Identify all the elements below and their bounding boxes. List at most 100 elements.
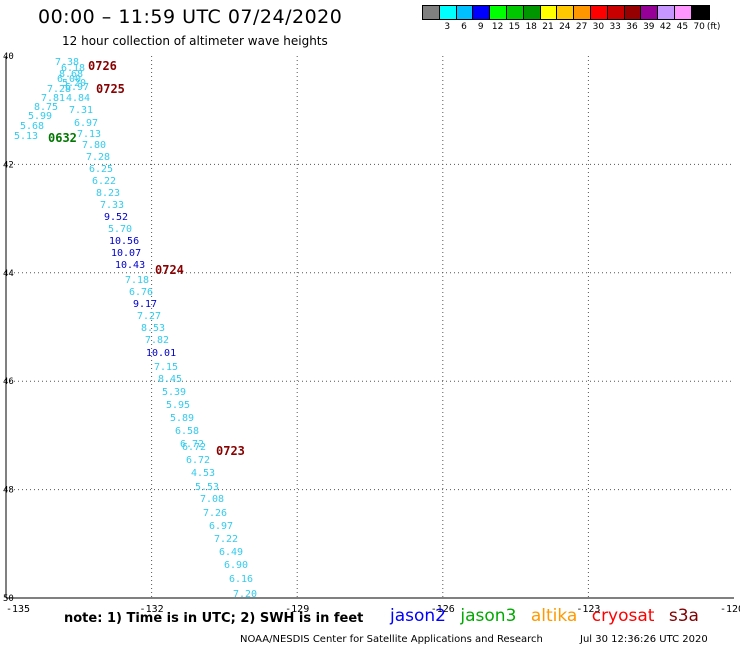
legend-swatch xyxy=(574,6,591,19)
wave-height-reading: 7.81 xyxy=(41,93,65,104)
wave-height-reading: 8.68 xyxy=(59,69,83,80)
wave-height-reading: 7.20 xyxy=(233,589,257,600)
legend-labels: 3 6 9 12 15 18 21 24 27 30 33 36 39 42 45 70 (ft) xyxy=(422,20,720,32)
legend-label: 36 xyxy=(626,22,638,32)
legend-label: 3 xyxy=(444,22,451,32)
wave-height-reading: 9.17 xyxy=(133,299,157,310)
satellite-jason2: jason2 xyxy=(390,606,446,626)
wave-height-reading: 6.00 xyxy=(57,74,81,85)
satellite-jason3: jason3 xyxy=(460,606,517,626)
wave-height-reading: 6.16 xyxy=(229,574,253,585)
wave-height-reading: 6.58 xyxy=(175,426,199,437)
wave-height-reading: 7.38 xyxy=(55,57,79,68)
legend-swatch xyxy=(590,6,608,19)
longitude-tick-label: -132 xyxy=(140,604,164,615)
generated-timestamp: Jul 30 12:36:26 UTC 2020 xyxy=(580,634,708,645)
wave-height-reading: 6.90 xyxy=(224,560,248,571)
legend-label: 39 xyxy=(643,22,655,32)
wave-height-reading: 7.27 xyxy=(137,311,161,322)
legend-swatch xyxy=(473,6,491,19)
legend-swatch xyxy=(624,6,642,19)
wave-height-reading: 7.22 xyxy=(214,534,238,545)
wave-height-reading: 4.84 xyxy=(66,93,90,104)
wave-height-reading: 8.23 xyxy=(96,188,120,199)
latitude-tick-label: 46 xyxy=(3,377,14,387)
legend-label: 9 xyxy=(477,22,484,32)
legend-label: 70 xyxy=(693,22,705,32)
wave-height-reading: 5.68 xyxy=(20,121,44,132)
wave-height-legend: 3 6 9 12 15 18 21 24 27 30 33 36 39 42 45 70 (ft) xyxy=(422,5,720,32)
longitude-tick-label: -129 xyxy=(285,604,309,615)
wave-height-reading: 7.18 xyxy=(125,275,149,286)
legend-swatch xyxy=(490,6,507,19)
wave-height-reading: 5.89 xyxy=(170,413,194,424)
legend-label: 15 xyxy=(508,22,521,32)
wave-height-reading: 7.08 xyxy=(200,494,224,505)
wave-height-reading: 5.53 xyxy=(195,482,219,493)
altimeter-track: 7.386.188.686.005.206.977.284.847.818.75… xyxy=(14,57,257,600)
wave-height-reading: 5.99 xyxy=(28,111,52,122)
legend-label: 6 xyxy=(461,22,467,32)
legend-swatch xyxy=(674,6,692,19)
wave-height-reading: 7.82 xyxy=(145,335,169,346)
longitude-tick-label: -126 xyxy=(431,604,455,615)
wave-height-reading: 7.80 xyxy=(82,140,106,151)
wave-height-reading: 6.97 xyxy=(74,118,98,129)
legend-label: 33 xyxy=(609,22,621,32)
legend-label: 30 xyxy=(592,22,605,32)
legend-swatch xyxy=(658,6,675,19)
legend-swatch xyxy=(641,6,659,19)
credit-line: NOAA/NESDIS Center for Satellite Applica… xyxy=(240,634,543,645)
latitude-tick-label: 50 xyxy=(3,594,14,604)
wave-height-reading: 8.53 xyxy=(141,323,165,334)
wave-height-reading: 7.15 xyxy=(154,362,178,373)
wave-height-reading: 7.13 xyxy=(77,129,101,140)
legend-swatch xyxy=(557,6,575,19)
wave-height-reading: 6.72 xyxy=(186,455,210,466)
wave-height-reading: 6.18 xyxy=(61,63,85,74)
legend-swatch xyxy=(506,6,524,19)
wave-height-reading: 6.25 xyxy=(89,164,113,175)
legend-label: 18 xyxy=(525,22,537,32)
latitude-tick-label: 42 xyxy=(3,160,14,170)
legend-label: 24 xyxy=(559,22,571,32)
wave-height-reading: 7.31 xyxy=(69,105,93,116)
latitude-tick-label: 44 xyxy=(3,269,14,279)
longitude-tick-label: -135 xyxy=(6,604,30,615)
satellite-s3a: s3a xyxy=(668,606,699,626)
wave-height-reading: 5.95 xyxy=(166,400,190,411)
page-subtitle: 12 hour collection of altimeter wave hei… xyxy=(62,34,328,48)
map-tick-labels: -135 -132 -129 -126 -123 -120 40 42 44 46 48 50 xyxy=(3,52,740,615)
wave-height-reading: 8.75 xyxy=(34,102,58,113)
legend-unit: (ft) xyxy=(706,22,721,32)
map-grid xyxy=(5,56,734,599)
legend-swatch xyxy=(456,6,474,19)
wave-height-reading: 6.76 xyxy=(129,287,153,298)
wave-height-reading: 5.39 xyxy=(162,387,186,398)
wave-height-reading: 7.33 xyxy=(100,200,124,211)
wave-height-reading: 6.97 xyxy=(65,82,89,93)
legend-label: 12 xyxy=(491,22,504,32)
legend-label: 45 xyxy=(676,22,689,32)
wave-height-reading: 9.52 xyxy=(104,212,128,223)
wave-height-reading: 7.28 xyxy=(47,84,71,95)
pass-time-label: 0725 xyxy=(96,82,125,96)
wave-height-reading: 6.97 xyxy=(209,521,233,532)
pass-time-label: 0723 xyxy=(216,444,245,458)
wave-height-reading: 6.72 xyxy=(182,442,206,453)
wave-height-reading: 10.01 xyxy=(146,348,176,359)
wave-height-reading: 6.22 xyxy=(92,176,116,187)
legend-swatch xyxy=(607,6,625,19)
units-note: note: 1) Time is in UTC; 2) SWH is in fe… xyxy=(64,611,364,626)
legend-swatch xyxy=(439,6,457,19)
wave-height-reading: 5.20 xyxy=(62,78,86,89)
longitude-tick-label: -120 xyxy=(720,604,740,615)
wave-height-reading: 7.28 xyxy=(86,152,110,163)
wave-height-reading: 5.13 xyxy=(14,131,38,142)
pass-time-label: 0632 xyxy=(48,131,77,145)
longitude-tick-label: -123 xyxy=(576,604,600,615)
legend-label: 21 xyxy=(542,22,554,32)
latitude-tick-label: 40 xyxy=(3,52,14,62)
wave-height-reading: 4.53 xyxy=(191,468,215,479)
wave-height-reading: 6.49 xyxy=(219,547,243,558)
